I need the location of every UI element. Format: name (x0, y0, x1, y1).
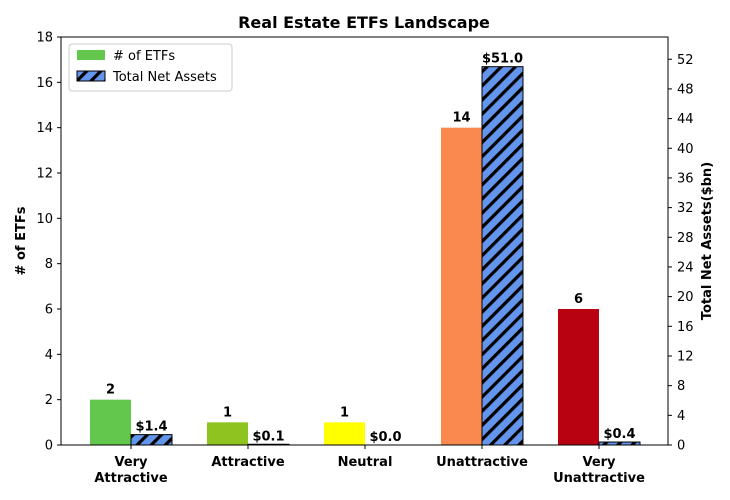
y-tick-label-left: 10 (36, 212, 53, 227)
x-tick-label: Neutral (338, 455, 393, 470)
bar-etf-count (441, 127, 482, 446)
bar-etf-count (324, 422, 365, 445)
y-tick-label-left: 4 (45, 348, 53, 363)
y-tick-label-right: 12 (677, 349, 694, 364)
x-tick-label: Very Attractive (94, 455, 168, 486)
y-axis-right-label: Total Net Assets($bn) (700, 162, 715, 320)
bar-label-net-assets: $0.1 (252, 429, 284, 444)
y-tick-label-right: 48 (677, 82, 694, 97)
y-tick-label-left: 0 (45, 439, 53, 454)
y-tick-label-right: 28 (677, 231, 694, 246)
y-tick-label-right: 44 (677, 112, 694, 127)
y-tick-label-right: 24 (677, 260, 694, 275)
bar-etf-count (90, 399, 131, 445)
y-tick-label-right: 16 (677, 320, 694, 335)
y-tick-label-left: 12 (36, 167, 53, 182)
y-tick-label-right: 0 (677, 439, 685, 454)
y-tick-label-left: 18 (36, 31, 53, 46)
legend-box (68, 43, 233, 92)
bar-label-etf-count: 2 (106, 383, 115, 398)
y-tick-label-left: 6 (45, 303, 53, 318)
bar-etf-count (558, 309, 599, 445)
y-tick-label-right: 4 (677, 409, 685, 424)
y-tick-label-left: 2 (45, 393, 53, 408)
y-tick-label-right: 52 (677, 53, 694, 68)
bar-label-net-assets: $0.4 (603, 427, 635, 442)
legend-label-net-assets: Total Net Assets (112, 70, 217, 85)
bar-net-assets (130, 434, 173, 446)
y-tick-label-right: 32 (677, 201, 694, 216)
bar-label-net-assets: $1.4 (135, 420, 167, 435)
x-tick-label: Attractive (211, 455, 285, 470)
x-tick-label: Unattractive (436, 455, 528, 470)
bar-label-etf-count: 1 (340, 405, 349, 420)
legend: # of ETFs Total Net Assets (68, 43, 233, 92)
bar-label-net-assets: $51.0 (482, 52, 523, 67)
bar-label-net-assets: $0.0 (369, 430, 401, 445)
y-tick-label-right: 40 (677, 142, 694, 157)
legend-swatch-etf-count (77, 50, 105, 60)
bar-label-etf-count: 14 (452, 111, 470, 126)
y-axis-left-label: # of ETFs (14, 206, 29, 275)
legend-swatch-net-assets (76, 70, 106, 82)
y-tick-label-right: 8 (677, 379, 685, 394)
x-tick-label: Very Unattractive (553, 455, 645, 486)
bar-net-assets (481, 66, 524, 446)
y-tick-label-right: 36 (677, 171, 694, 186)
chart-title: Real Estate ETFs Landscape (238, 13, 490, 32)
y-tick-label-left: 14 (36, 121, 53, 136)
plot-frame (60, 36, 669, 446)
bar-etf-count (207, 422, 248, 445)
y-tick-label-left: 16 (36, 76, 53, 91)
y-tick-label-right: 20 (677, 290, 694, 305)
y-tick-label-left: 8 (45, 257, 53, 272)
bar-label-etf-count: 6 (574, 292, 583, 307)
legend-label-etf-count: # of ETFs (113, 49, 175, 64)
bar-label-etf-count: 1 (223, 405, 232, 420)
